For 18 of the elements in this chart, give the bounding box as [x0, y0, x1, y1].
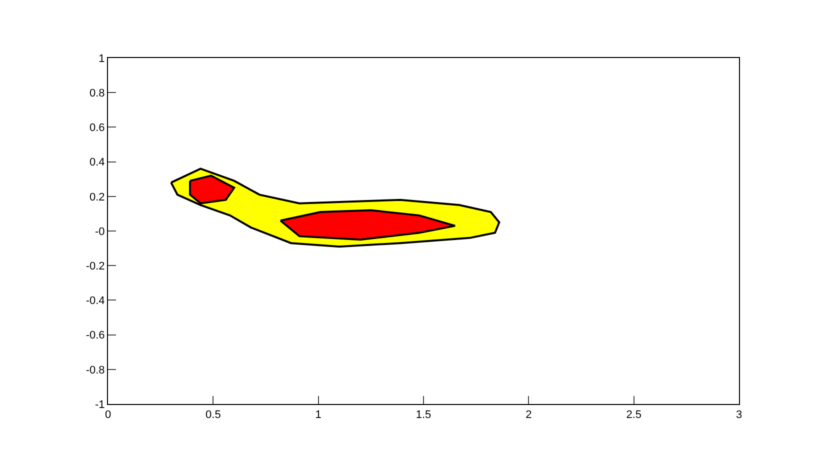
x-tick-label: 0.5 — [206, 409, 221, 422]
y-tick-label: 0.8 — [90, 87, 105, 100]
x-tick-label: 3 — [736, 409, 742, 422]
x-tick-label: 1.5 — [416, 409, 432, 422]
y-tick-label: -0 — [95, 226, 105, 238]
y-tick-label: 0.6 — [90, 122, 105, 134]
x-tick-label: 1 — [315, 409, 322, 422]
y-tick-label: -0.8 — [86, 364, 105, 376]
y-tick-label: -0.6 — [86, 330, 105, 342]
x-tick-label: 0 — [104, 409, 112, 422]
y-tick-label: 0.4 — [90, 156, 105, 169]
y-tick-label: 0.2 — [90, 191, 105, 204]
y-tick-label: -0.2 — [86, 260, 105, 272]
y-tick-label: 1 — [98, 52, 105, 65]
x-tick-label: 2 — [526, 409, 532, 422]
y-tick-label: -1 — [95, 398, 105, 411]
y-tick-label: -0.4 — [86, 295, 105, 308]
x-tick-label: 2.5 — [626, 409, 642, 422]
